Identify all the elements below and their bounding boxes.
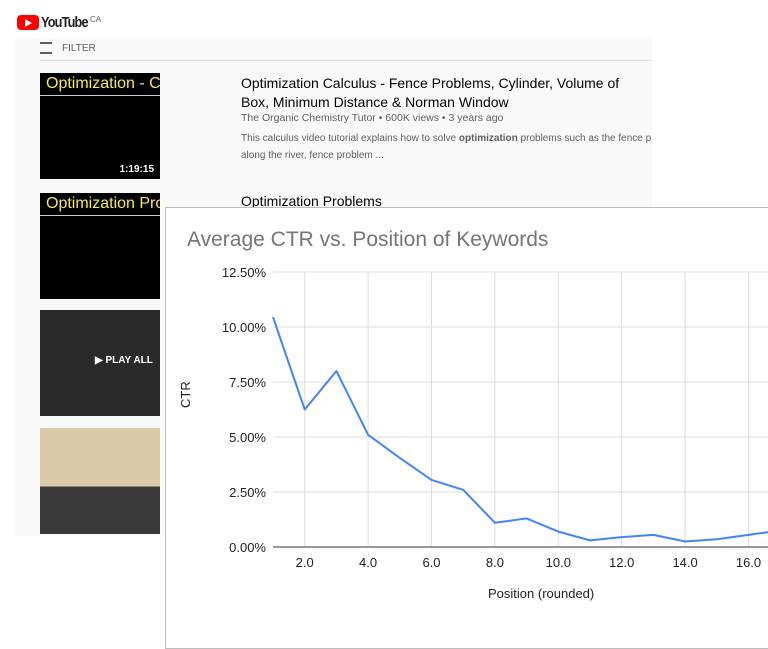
video-meta: The Organic Chemistry Tutor • 600K views…	[241, 112, 503, 124]
y-tick-label: 12.50%	[222, 265, 267, 280]
filter-icon	[40, 42, 52, 54]
video-title[interactable]: Optimization Calculus - Fence Problems, …	[241, 74, 651, 112]
filter-button[interactable]: FILTER	[40, 42, 96, 54]
desc-highlight: optimization	[459, 133, 518, 144]
youtube-play-icon	[17, 15, 39, 30]
play-all-button[interactable]: ▶ PLAY ALL	[95, 355, 153, 366]
x-tick-label: 14.0	[672, 555, 697, 570]
x-tick-label: 12.0	[609, 555, 634, 570]
ctr-series-line	[273, 317, 768, 541]
desc-text: along the river, fence problem ...	[241, 150, 384, 161]
playlist-thumbnail[interactable]: ▶ PLAY ALL	[40, 310, 160, 416]
video-thumbnail[interactable]: Optimization - Calculus 1:19:15	[40, 73, 160, 179]
youtube-logo[interactable]: YouTube CA	[17, 15, 101, 31]
video-description: This calculus video tutorial explains ho…	[241, 130, 651, 164]
video-thumbnail[interactable]: Optimization Problems	[40, 193, 160, 299]
x-tick-label: 4.0	[359, 555, 377, 570]
divider	[40, 60, 652, 61]
x-tick-label: 2.0	[296, 555, 314, 570]
video-thumbnail[interactable]	[40, 428, 160, 534]
logo-text: YouTube	[41, 15, 88, 31]
y-tick-label: 0.00%	[229, 540, 266, 555]
ctr-chart: Average CTR vs. Position of Keywords CTR…	[165, 207, 768, 649]
thumbnail-text: Optimization Problems	[40, 193, 160, 216]
duration-badge: 1:19:15	[118, 164, 156, 175]
x-tick-label: 16.0	[736, 555, 761, 570]
thumbnail-text: Optimization - Calculus	[40, 73, 160, 96]
y-tick-label: 2.50%	[229, 485, 266, 500]
y-tick-label: 7.50%	[229, 375, 266, 390]
filter-label: FILTER	[62, 43, 96, 54]
desc-text: This calculus video tutorial explains ho…	[241, 133, 459, 144]
x-tick-label: 6.0	[422, 555, 440, 570]
plot-area: 0.00% 2.50% 5.00% 7.50% 10.00% 12.50% 2.0 4.0 6.…	[166, 208, 768, 648]
desc-text: problems such as the fence pr	[518, 133, 651, 144]
region-code: CA	[90, 15, 101, 24]
y-tick-label: 5.00%	[229, 430, 266, 445]
y-tick-label: 10.00%	[222, 320, 267, 335]
x-tick-label: 8.0	[486, 555, 504, 570]
x-tick-label: 10.0	[546, 555, 571, 570]
